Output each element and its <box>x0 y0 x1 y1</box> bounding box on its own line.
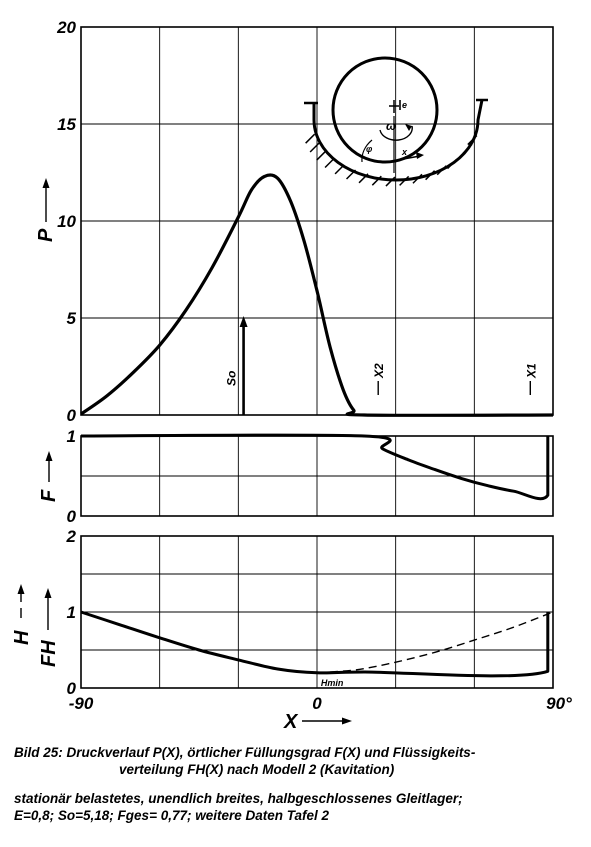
height-grid <box>81 536 553 688</box>
eccentricity-label: e <box>402 100 407 110</box>
hmin-label: Hmin <box>321 678 344 688</box>
h-tick-0: 0 <box>67 679 77 698</box>
hatch-line-4 <box>334 164 345 175</box>
p-tick-10: 10 <box>57 212 76 231</box>
pressure-frame <box>80 26 554 416</box>
shell-hatching <box>305 133 478 187</box>
p-axis-label: P <box>35 228 57 242</box>
f-axis-arrow-head <box>45 451 53 461</box>
pressure-panel: So X2 X1 0 5 10 15 20 P <box>35 18 554 425</box>
hatch-line-0 <box>305 133 316 144</box>
pressure-grid <box>81 27 553 415</box>
h-axis-arrow-head <box>17 584 25 594</box>
hatch-line-7 <box>371 175 382 186</box>
caption-line-1: Bild 25: Druckverlauf P(X), örtlicher Fü… <box>14 745 476 760</box>
f-axis-label: F <box>38 489 60 502</box>
x-arrow <box>397 155 421 161</box>
height-y-ticks: 0 1 2 <box>66 527 77 698</box>
description-line-1: stationär belastetes, unendlich breites,… <box>14 791 463 806</box>
x-ticks: -90 0 90° <box>69 694 572 713</box>
hatch-line-2 <box>316 150 327 161</box>
phi-label: φ <box>366 144 373 154</box>
fill-panel: 0 1 F <box>38 427 554 526</box>
hatch-line-8 <box>385 176 396 187</box>
rotation-arc <box>379 125 413 141</box>
hatch-line-10 <box>412 173 423 184</box>
p-tick-15: 15 <box>57 115 76 134</box>
hatch-line-9 <box>399 175 410 186</box>
x-axis-arrow-head <box>342 717 352 725</box>
fill-grid <box>81 436 553 516</box>
caption-line-2: verteilung FH(X) nach Modell 2 (Kavitati… <box>119 762 395 777</box>
figure-caption: Bild 25: Druckverlauf P(X), örtlicher Fü… <box>14 744 584 778</box>
x-arrow-head <box>416 152 424 159</box>
description-line-2: E=0,8; So=5,18; Fges= 0,77; weitere Date… <box>14 808 330 823</box>
height-panel: Hmin 0 1 2 H FH -90 0 90° X <box>11 527 572 733</box>
omega-label: ω <box>386 119 396 133</box>
rotation-arrow-head <box>405 124 412 131</box>
hatch-line-1 <box>309 142 320 153</box>
f-tick-0: 0 <box>67 507 77 526</box>
x1-label: X1 <box>524 363 538 379</box>
hatch-line-6 <box>358 173 369 184</box>
hatch-line-15 <box>462 143 473 154</box>
hatch-line-11 <box>425 170 436 181</box>
x2-label: X2 <box>372 363 386 379</box>
journal-circle <box>331 56 439 164</box>
h-curve <box>316 611 554 674</box>
pressure-curve <box>80 173 554 417</box>
fh-axis-arrow-head <box>44 588 52 598</box>
bearing-shell <box>312 99 484 182</box>
pressure-y-ticks: 0 5 10 15 20 <box>56 18 76 425</box>
fh-curve <box>80 610 550 678</box>
p-tick-0: 0 <box>67 406 77 425</box>
f-tick-1: 1 <box>67 427 76 446</box>
so-label: So <box>225 371 239 386</box>
x-tick-90: 90° <box>546 694 572 713</box>
h-axis-label: H <box>11 630 33 645</box>
hatch-line-13 <box>446 159 458 170</box>
fill-curve <box>80 433 550 501</box>
figure: So X2 X1 0 5 10 15 20 P e ω φ x <box>11 18 572 733</box>
x-tick-m90: -90 <box>69 694 94 713</box>
p-tick-5: 5 <box>67 309 77 328</box>
fh-axis-label: FH <box>38 640 60 667</box>
phi-arc <box>361 139 373 163</box>
fill-y-ticks: 0 1 <box>67 427 77 526</box>
hatch-line-12 <box>436 165 447 176</box>
hatch-line-3 <box>324 157 335 169</box>
figure-description: stationär belastetes, unendlich breites,… <box>14 790 584 824</box>
p-axis-arrow-head <box>42 178 50 188</box>
hatch-line-16 <box>467 135 478 146</box>
hatch-line-14 <box>455 151 466 162</box>
x-axis-label: X <box>283 711 299 733</box>
bearing-sketch: e ω φ x <box>304 56 488 187</box>
p-tick-20: 20 <box>56 18 76 37</box>
x-label: x <box>401 147 408 157</box>
so-arrow-head <box>239 316 248 328</box>
h-tick-1: 1 <box>67 603 76 622</box>
h-tick-2: 2 <box>66 527 77 546</box>
x-tick-0: 0 <box>312 694 322 713</box>
hatch-line-5 <box>346 169 357 180</box>
